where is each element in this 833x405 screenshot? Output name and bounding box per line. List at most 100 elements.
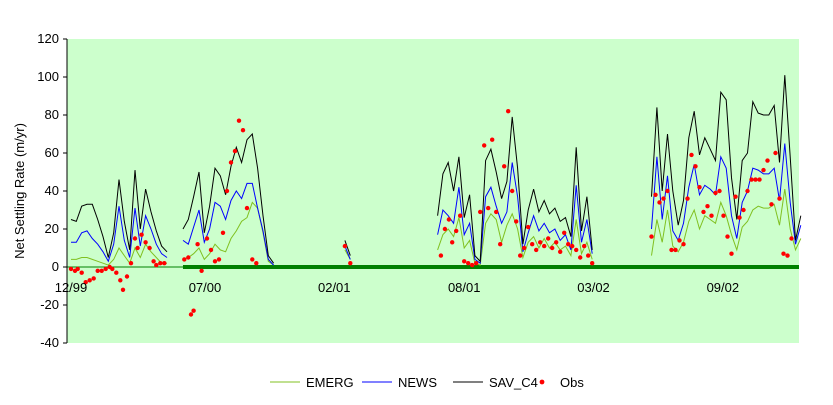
obs-point (689, 152, 694, 158)
series-line-sav-c4 (344, 240, 351, 256)
series-line-emerg (71, 243, 167, 266)
obs-point (199, 268, 204, 273)
obs-point (709, 213, 714, 218)
y-tick-label: -20 (40, 297, 59, 312)
series-line-sav-c4 (70, 170, 168, 258)
obs-point (761, 167, 766, 173)
obs-point (677, 238, 682, 243)
obs-point (478, 209, 483, 215)
obs-point (228, 160, 234, 165)
obs-point (79, 270, 84, 275)
obs-point (586, 253, 591, 258)
obs-point (649, 234, 654, 239)
obs-point (186, 255, 191, 260)
obs-point (466, 261, 471, 266)
obs-point (68, 266, 74, 272)
obs-point (143, 240, 148, 245)
obs-point (244, 205, 250, 211)
obs-point (757, 177, 762, 182)
obs-point (212, 259, 218, 264)
obs-point (701, 209, 706, 215)
obs-point (669, 247, 674, 253)
obs-point (128, 261, 134, 266)
obs-point (154, 262, 159, 268)
x-tick-label: 03/02 (577, 280, 610, 295)
obs-point (530, 242, 535, 247)
obs-point (162, 261, 167, 266)
x-tick-label: 08/01 (448, 280, 481, 295)
obs-point (118, 278, 123, 283)
obs-point (681, 242, 686, 247)
obs-point (132, 236, 138, 241)
obs-point (745, 188, 750, 194)
obs-point (151, 259, 156, 264)
obs-point (75, 266, 80, 272)
obs-point (769, 202, 774, 207)
obs-point (582, 243, 587, 249)
obs-point (446, 217, 452, 222)
y-tick-label: 40 (45, 183, 59, 198)
legend-label-obs: Obs (560, 375, 584, 390)
obs-point (673, 247, 678, 253)
obs-point (482, 143, 487, 148)
obs-point (83, 280, 88, 285)
obs-point (135, 245, 140, 251)
series-line-sav-c4 (437, 116, 593, 263)
series-line-news (71, 206, 168, 263)
y-tick-label: 0 (52, 259, 59, 274)
obs-point (158, 261, 163, 266)
series-line-news (437, 162, 593, 265)
obs-point (236, 118, 242, 123)
obs-point (777, 196, 782, 201)
obs-point (566, 242, 571, 247)
obs-point (240, 128, 246, 133)
obs-point (224, 188, 230, 194)
obs-point (182, 257, 187, 262)
y-tick-label: -40 (40, 335, 59, 350)
legend-label-sav-c4: SAV_C4 (489, 375, 538, 390)
y-tick-label: 20 (45, 221, 59, 236)
obs-point (110, 266, 115, 272)
obs-point (765, 158, 770, 163)
obs-point (657, 200, 662, 205)
obs-point (514, 219, 519, 224)
obs-point (558, 249, 563, 254)
obs-point (474, 261, 479, 266)
y-tick-label: 120 (37, 31, 59, 46)
y-tick-label: 100 (37, 69, 59, 84)
obs-point (454, 228, 459, 234)
series-line-news (182, 182, 274, 266)
x-tick-label: 12/99 (55, 280, 88, 295)
obs-point (773, 150, 778, 156)
obs-point (685, 196, 690, 201)
obs-point (450, 240, 455, 245)
obs-point (232, 148, 238, 154)
x-tick-label: 07/00 (189, 280, 222, 295)
obs-point (191, 308, 196, 313)
obs-point (661, 196, 666, 201)
obs-point (713, 190, 718, 196)
obs-point (506, 109, 511, 114)
obs-point (95, 268, 100, 273)
series-line-news (344, 245, 351, 260)
obs-point (749, 177, 754, 182)
obs-point (438, 253, 444, 258)
obs-point (562, 230, 567, 235)
obs-point (254, 261, 259, 266)
obs-point (204, 236, 210, 241)
obs-point (753, 177, 758, 182)
obs-point (522, 245, 527, 251)
obs-point (693, 164, 698, 169)
obs-point (442, 226, 448, 232)
obs-point (470, 262, 475, 268)
obs-point (498, 242, 503, 247)
obs-point (789, 236, 794, 241)
series-line-news (651, 143, 802, 245)
obs-point (574, 247, 579, 253)
obs-point (542, 243, 547, 249)
obs-point (195, 242, 200, 247)
legend-label-news: NEWS (398, 375, 437, 390)
obs-point (590, 261, 595, 266)
y-tick-label: 80 (45, 107, 59, 122)
